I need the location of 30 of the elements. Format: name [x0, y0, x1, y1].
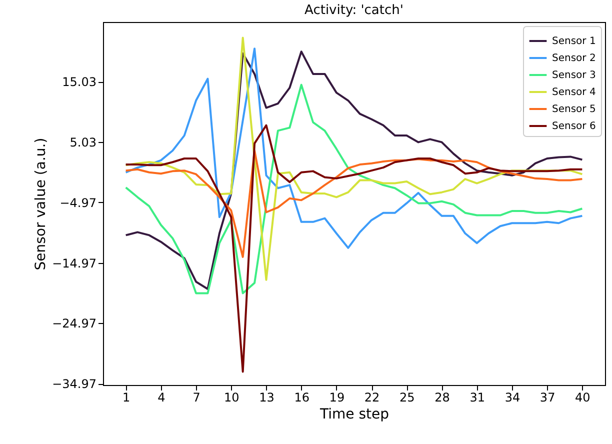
y-tick-label: 15.03 [62, 75, 96, 90]
chart-title: Activity: 'catch' [304, 3, 404, 18]
x-tick-label: 16 [294, 390, 310, 404]
x-tick-label: 13 [259, 390, 274, 404]
y-tick-label: 5.03 [70, 136, 96, 150]
x-tick-label: 19 [329, 390, 345, 404]
x-tick-label: 34 [504, 390, 520, 404]
x-tick-label: 1 [122, 390, 130, 404]
y-tick-label: −34.97 [52, 377, 96, 392]
x-tick-label: 10 [224, 390, 240, 404]
legend-label: Sensor 4 [552, 87, 596, 98]
line-series [124, 150, 584, 258]
x-tick-label: 7 [192, 390, 200, 404]
legend-label: Sensor 3 [552, 70, 596, 81]
legend-label: Sensor 2 [552, 53, 596, 64]
y-tick-label: −4.97 [60, 196, 96, 210]
legend-label: Sensor 6 [552, 121, 596, 132]
y-tick-label: −24.97 [52, 316, 96, 331]
legend-label: Sensor 1 [552, 36, 596, 47]
x-tick-label: 31 [470, 390, 486, 404]
x-axis-title: Time step [319, 406, 390, 422]
x-tick-label: 28 [434, 390, 450, 404]
x-tick-label: 37 [540, 390, 556, 404]
y-axis-title: Sensor value (a.u.) [33, 138, 50, 270]
x-tick-label: 25 [400, 390, 415, 404]
y-tick-label: −14.97 [52, 256, 96, 270]
legend-label: Sensor 5 [552, 104, 596, 115]
x-tick-label: 40 [575, 390, 590, 404]
x-tick-label: 4 [158, 390, 166, 404]
x-tick-label: 22 [364, 390, 380, 404]
